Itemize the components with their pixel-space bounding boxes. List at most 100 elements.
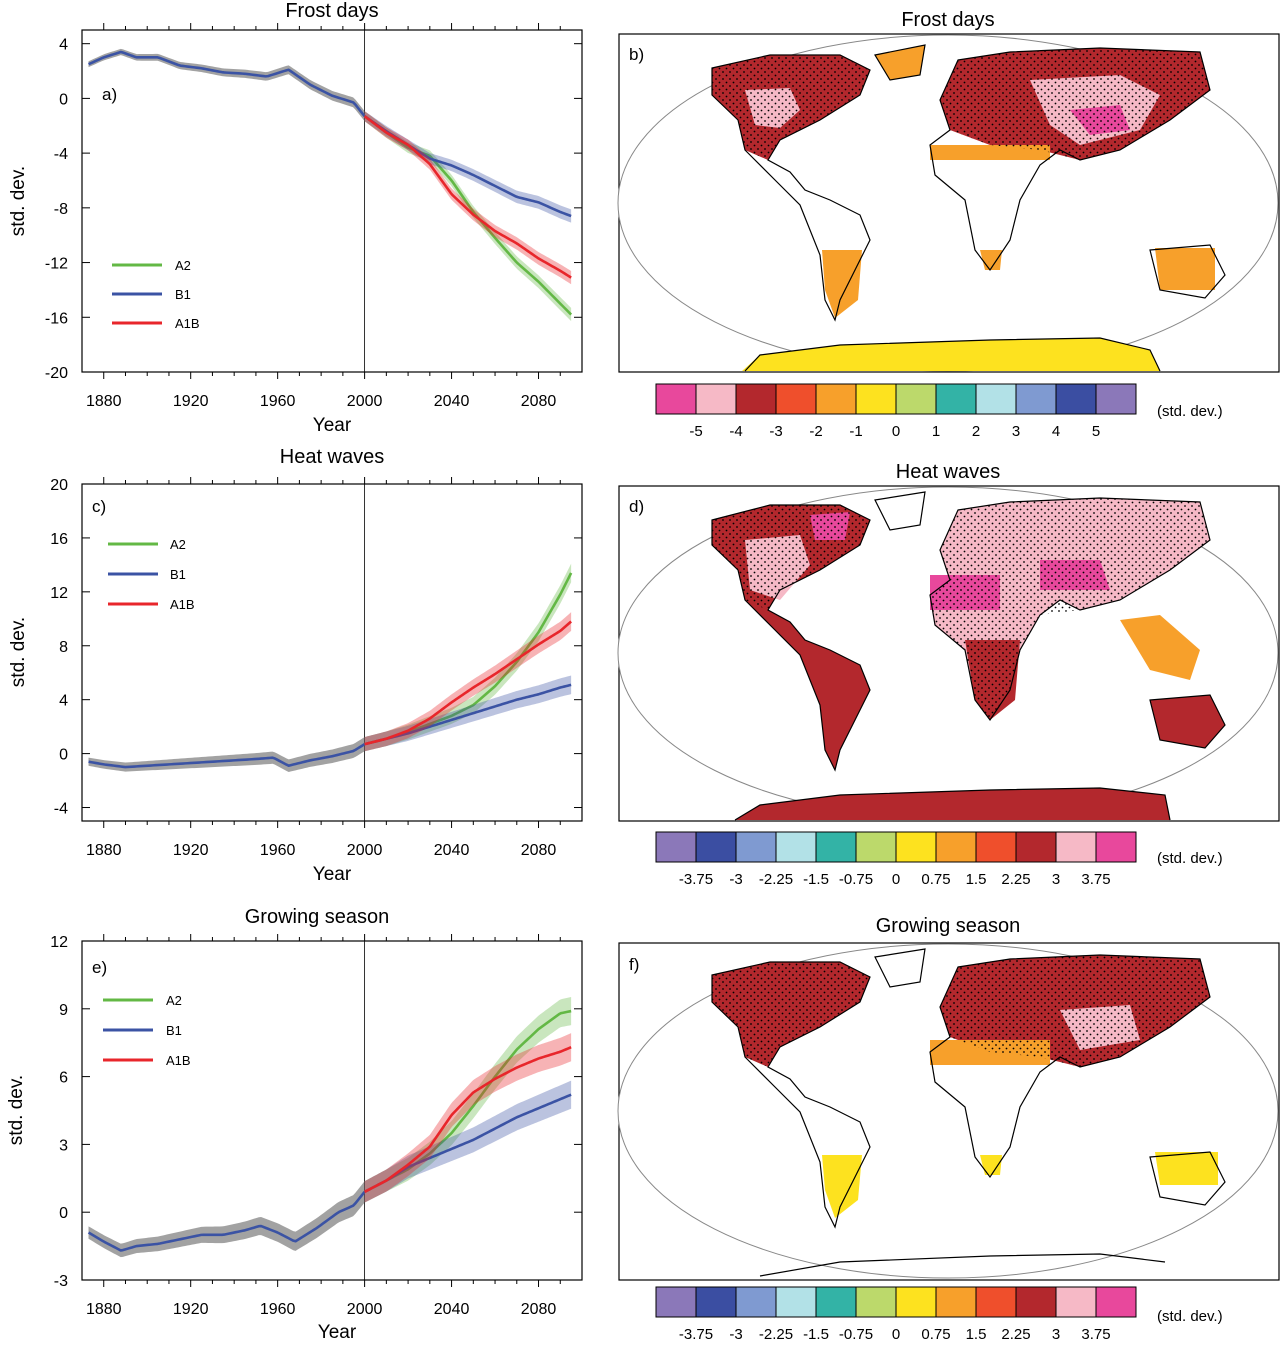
colorbar-tick-label: -3 [729,871,742,888]
series-a2-range-band [364,563,572,752]
map-d-stippling [712,498,1210,720]
colorbar-tick-label: -3.75 [679,1326,713,1343]
map-f-label: f) [629,955,639,974]
legend-label-a2: A2 [175,258,191,273]
legend-label-a1b: A1B [170,597,195,612]
panel-e-ticks [82,934,582,1287]
series-a1b-line [363,115,572,279]
colorbar-swatch [735,1286,777,1318]
panel-a-label: a) [102,85,117,104]
series-a1b-range-band [364,612,572,752]
map-d-maritime-field [1120,615,1200,680]
panel-c: Heat waves c) -4 0 4 8 12 16 20 1880 192… [8,446,583,885]
colorbar-swatch [1055,383,1097,415]
panel-a-legend: A2 B1 A1B [112,258,200,331]
y-tick-label: 9 [59,1002,68,1019]
y-tick-label: 8 [59,639,68,656]
colorbar-tick-label: 3 [1052,1326,1060,1343]
y-tick-label: 3 [59,1137,68,1154]
map-d-antarctica-coast [734,787,1171,821]
colorbar-tick-label: 0.75 [921,1326,950,1343]
map-f-coastlines [711,948,1226,1277]
colorbar-swatch [815,1286,857,1318]
y-tick-label: 0 [59,91,68,108]
series-a1b-line [364,620,572,746]
y-tick-label: 12 [50,585,68,602]
colorbar-frost: -5 -4 -3 -2 -1 0 1 2 3 4 5 (std. dev.) [655,383,1223,440]
map-d-greenland-coast [874,491,926,531]
colorbar-tick-label: -5 [689,423,702,440]
panel-a-frame [81,29,583,373]
y-tick-label: -8 [54,201,68,218]
panel-c-xlabel: Year [313,864,352,885]
x-tick-label: 2040 [434,393,470,410]
y-tick-label: 0 [59,1205,68,1222]
colorbar-tick-label: -1.5 [803,871,829,888]
colorbar-swatch [855,831,897,863]
panel-c-series [88,484,573,821]
colorbar-tick-label: 0 [892,871,900,888]
panel-c-title: Heat waves [280,446,385,468]
series-historical-line [87,1191,366,1252]
colorbar-tick-label: 0 [892,423,900,440]
colorbar-swatch [815,383,857,415]
panel-a-xlabel: Year [313,415,352,436]
x-tick-label: 2000 [347,393,383,410]
panel-e-x-ticklabels: 1880 1920 1960 2000 2040 2080 [86,1301,556,1318]
colorbar-tick-label: -1 [849,423,862,440]
map-f-americas-coast [711,961,871,1229]
map-d-title: Heat waves [896,461,1001,483]
colorbar-swatch [775,1286,817,1318]
panel-a-y-ticklabels: -20 -16 -12 -8 -4 0 4 [45,37,68,382]
map-f-fields [712,955,1218,1218]
map-f: Growing season f) [617,915,1280,1281]
colorbar-swatch [895,383,937,415]
panel-c-x-ticklabels: 1880 1920 1960 2000 2040 2080 [86,842,556,859]
map-b-antarctica-coast [744,337,1161,372]
series-a1b-range-band [364,1033,572,1203]
x-tick-label: 1920 [173,1301,209,1318]
map-b-australia-field [1155,248,1215,290]
colorbar-tick-label: -3 [769,423,782,440]
map-b-greenland-coast [874,44,926,81]
series-a2-range-band [364,111,572,322]
map-b-sahara-field [930,145,1050,160]
colorbar-swatch [655,831,697,863]
map-b-afro-eurasia-coast [929,47,1211,272]
colorbar-unit: (std. dev.) [1157,850,1223,867]
map-b-coastlines [711,44,1226,372]
colorbar-tick-label: 0.75 [921,871,950,888]
colorbar-tick-label: 3.75 [1081,871,1110,888]
colorbar-tick-label: -2.25 [759,1326,793,1343]
x-tick-label: 2000 [347,1301,383,1318]
colorbar-swatch [655,1286,697,1318]
colorbar-swatch [935,1286,977,1318]
panel-e-frame [81,940,583,1281]
panel-a-x-ticklabels: 1880 1920 1960 2000 2040 2080 [86,393,556,410]
x-tick-label: 2080 [521,842,557,859]
map-b-americas-coast [711,54,871,322]
colorbar-swatch [655,383,697,415]
x-tick-label: 2080 [521,1301,557,1318]
colorbar-heat-waves: -3.75 -3 -2.25 -1.5 -0.75 0 0.75 1.5 2.2… [655,831,1223,888]
map-b-title: Frost days [901,9,994,31]
series-a2-line [363,115,573,316]
map-b-label: b) [629,45,644,64]
colorbar-tick-label: -1.5 [803,1326,829,1343]
colorbar-swatch [1015,1286,1057,1318]
map-f-antarctica-coast [759,1253,1166,1277]
y-tick-label: 20 [50,477,68,494]
y-tick-label: 0 [59,747,68,764]
panel-e-series [87,941,572,1280]
series-b1-line [364,683,572,746]
map-f-afro-eurasia-coast [929,954,1211,1179]
panel-c-frame [81,483,583,822]
colorbar-unit: (std. dev.) [1157,1308,1223,1325]
colorbar-swatch [855,1286,897,1318]
y-tick-label: 16 [50,531,68,548]
map-d-australia-field [1150,695,1225,748]
colorbar-tick-label: 3 [1052,871,1060,888]
panel-c-ticks [82,477,582,828]
x-tick-label: 1880 [86,1301,122,1318]
